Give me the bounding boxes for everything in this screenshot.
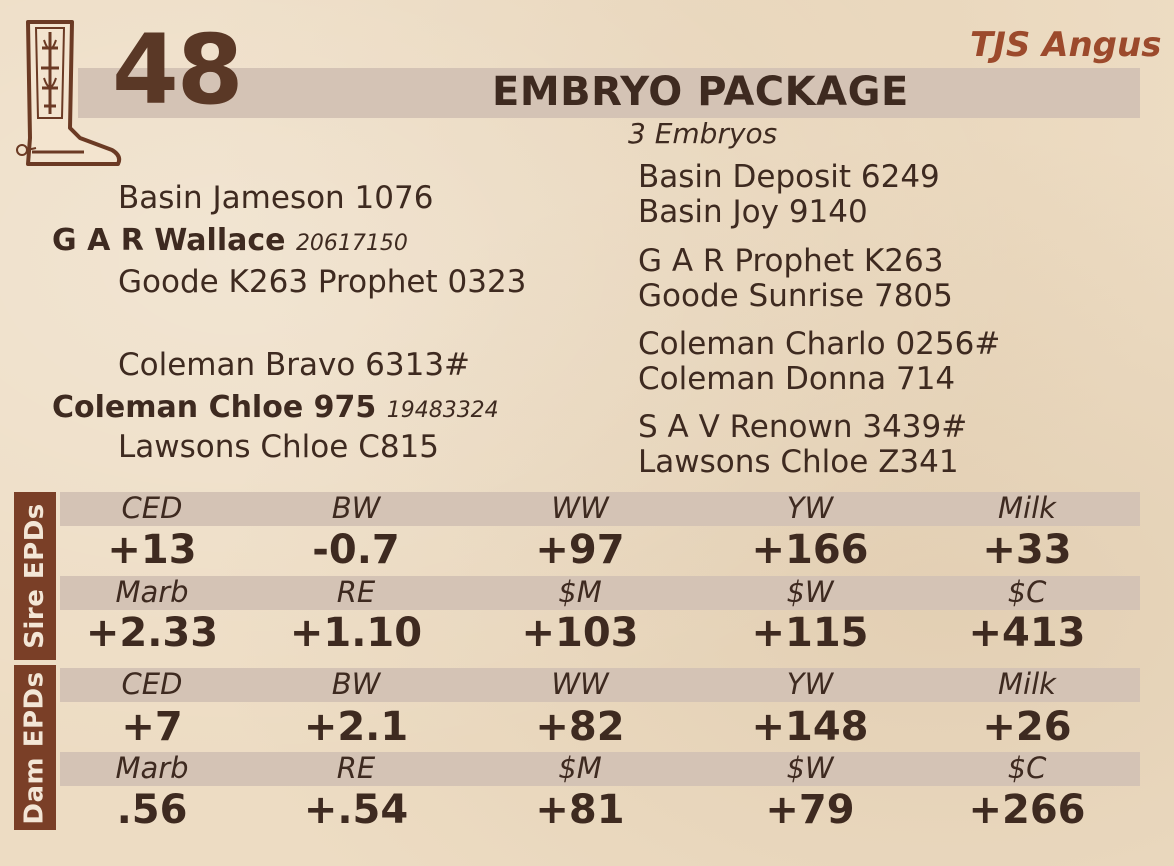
- dam-sire: Coleman Bravo 6313#: [118, 347, 471, 383]
- cowboy-boot-icon: [16, 20, 122, 166]
- sire-row1-band: [60, 492, 1140, 526]
- dam-epds-label: Dam EPDs: [14, 665, 56, 830]
- grandparent-8: Lawsons Chloe Z341: [638, 444, 959, 480]
- sire-registration: 20617150: [295, 231, 408, 256]
- dam-epd-label: YW: [786, 667, 834, 701]
- sire-epd-label: CED: [121, 491, 183, 525]
- sire-dam: Goode K263 Prophet 0323: [118, 264, 527, 300]
- grandparent-1: Basin Deposit 6249: [638, 159, 940, 195]
- grandparent-7: S A V Renown 3439#: [638, 409, 968, 445]
- dam-epd-value: +148: [751, 704, 869, 750]
- grandparent-2: Basin Joy 9140: [638, 194, 868, 230]
- sire-epds-label: Sire EPDs: [14, 492, 56, 660]
- sire-epd-label: YW: [786, 491, 834, 525]
- dam-epd-value: +82: [535, 704, 625, 750]
- sire-row2-band: [60, 576, 1140, 610]
- dam-epd-value: .56: [116, 787, 188, 833]
- dam-epd-label: WW: [551, 667, 609, 701]
- grandparent-4: Goode Sunrise 7805: [638, 278, 953, 314]
- dam-epd-label: RE: [336, 751, 376, 785]
- embryo-count: 3 Embryos: [628, 117, 778, 150]
- sire-epd-label: WW: [551, 491, 609, 525]
- dam-epd-value: +.54: [303, 787, 409, 833]
- sire-name: G A R Wallace: [52, 223, 286, 258]
- farm-name: TJS Angus: [970, 25, 1162, 65]
- dam-epd-value: +81: [535, 787, 625, 833]
- sire-epd-value: +97: [535, 527, 625, 573]
- sire-epd-value: +166: [751, 527, 869, 573]
- sire-epd-value: +103: [521, 610, 639, 656]
- grandparent-3: G A R Prophet K263: [638, 243, 944, 279]
- sire-epd-value: +413: [968, 610, 1086, 656]
- sire-epd-label: Marb: [115, 575, 189, 609]
- dam-epd-value: +2.1: [303, 704, 409, 750]
- sire-sire: Basin Jameson 1076: [118, 180, 434, 216]
- sire-epd-value: +115: [751, 610, 869, 656]
- sire-epd-label: $M: [558, 575, 602, 609]
- dam-epd-label: BW: [331, 667, 381, 701]
- sire-epd-label: BW: [331, 491, 381, 525]
- sire-epd-label: Milk: [998, 491, 1056, 525]
- sire-epd-label: $W: [786, 575, 834, 609]
- dam-epd-label: $M: [558, 751, 602, 785]
- sire-epd-label: $C: [1007, 575, 1047, 609]
- sire-epd-value: -0.7: [312, 527, 400, 573]
- sire-epd-value: +13: [107, 527, 197, 573]
- dam-line: Coleman Chloe 975 19483324: [52, 393, 499, 423]
- dam-epd-value: +266: [968, 787, 1086, 833]
- dam-epd-label: $C: [1007, 751, 1047, 785]
- dam-row2-band: [60, 752, 1140, 786]
- dam-epd-value: +26: [982, 704, 1072, 750]
- page-title: EMBRYO PACKAGE: [492, 69, 909, 115]
- dam-epd-label: CED: [121, 667, 183, 701]
- lot-number: 48: [112, 14, 244, 126]
- dam-registration: 19483324: [386, 398, 499, 423]
- dam-epd-value: +79: [765, 787, 855, 833]
- dam-row1-band: [60, 668, 1140, 702]
- grandparent-5: Coleman Charlo 0256#: [638, 326, 1001, 362]
- sire-epd-value: +33: [982, 527, 1072, 573]
- grandparent-6: Coleman Donna 714: [638, 361, 956, 397]
- sire-epd-value: +1.10: [289, 610, 423, 656]
- sire-epd-label: RE: [336, 575, 376, 609]
- dam-epd-value: +7: [121, 704, 183, 750]
- dam-name: Coleman Chloe 975: [52, 390, 377, 425]
- sire-epd-value: +2.33: [85, 610, 219, 656]
- dam-dam: Lawsons Chloe C815: [118, 429, 440, 465]
- sire-line: G A R Wallace 20617150: [52, 226, 408, 256]
- dam-epd-label: Milk: [998, 667, 1056, 701]
- dam-epd-label: $W: [786, 751, 834, 785]
- header-band: [78, 68, 1140, 118]
- dam-epd-label: Marb: [115, 751, 189, 785]
